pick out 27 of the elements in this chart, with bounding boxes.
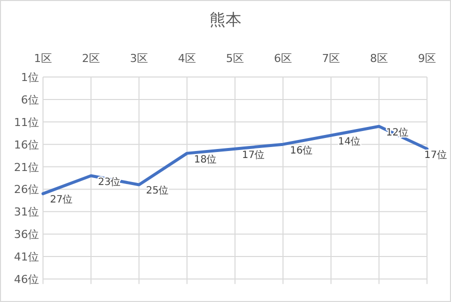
data-label: 14位	[338, 135, 361, 148]
data-label: 27位	[50, 194, 73, 206]
x-tick-label: 2区	[82, 52, 100, 65]
x-tick-label: 5区	[226, 52, 244, 65]
data-label: 18位	[194, 153, 217, 166]
y-tick-label: 26位	[14, 183, 39, 196]
data-label: 16位	[290, 144, 313, 156]
x-tick-label: 8区	[370, 52, 388, 65]
data-label: 17位	[424, 148, 447, 161]
y-tick-label: 6位	[21, 93, 39, 106]
x-tick-label: 1区	[34, 52, 52, 65]
y-tick-label: 46位	[14, 273, 39, 286]
y-tick-label: 21位	[14, 160, 39, 174]
y-tick-label: 16位	[14, 138, 39, 152]
chart-title: 熊本	[210, 10, 242, 29]
y-tick-label: 11位	[14, 116, 39, 129]
x-tick-label: 3区	[130, 52, 148, 65]
y-tick-label: 1位	[21, 71, 39, 84]
y-tick-label: 36位	[14, 228, 39, 242]
x-tick-label: 6区	[274, 52, 292, 65]
y-tick-label: 41位	[14, 250, 39, 264]
x-tick-label: 9区	[418, 52, 436, 65]
y-tick-label: 31位	[14, 206, 39, 219]
data-label: 17位	[242, 148, 265, 161]
x-tick-label: 7区	[322, 52, 340, 65]
data-label: 25位	[146, 184, 169, 197]
x-tick-label: 4区	[178, 52, 196, 65]
